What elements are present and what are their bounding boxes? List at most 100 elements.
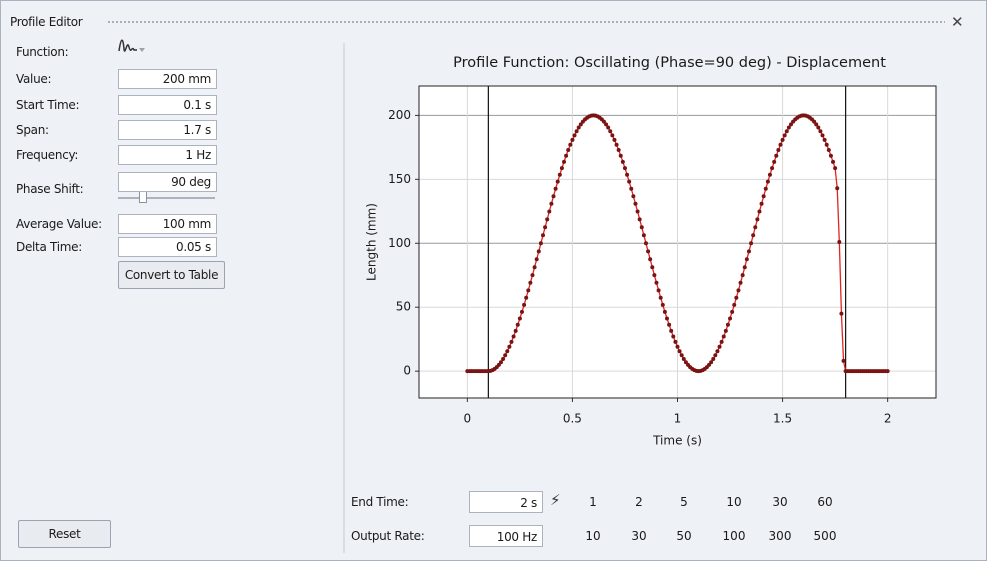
data-point xyxy=(767,172,772,177)
data-point xyxy=(776,148,781,153)
data-point xyxy=(648,257,653,262)
data-point xyxy=(507,344,512,349)
data-point xyxy=(528,280,533,285)
data-point xyxy=(780,137,785,142)
end-time-option[interactable]: 1 xyxy=(589,495,597,509)
data-point xyxy=(631,194,636,199)
data-point xyxy=(576,125,581,130)
output-rate-option[interactable]: 500 xyxy=(813,529,837,543)
data-point xyxy=(683,360,688,365)
data-point xyxy=(814,122,819,127)
field-label: Span: xyxy=(16,123,49,137)
field-label: Frequency: xyxy=(16,148,79,162)
data-point xyxy=(498,360,503,365)
data-point xyxy=(637,217,642,222)
data-point xyxy=(511,334,516,339)
data-point xyxy=(734,295,739,300)
data-point xyxy=(517,316,522,321)
data-point xyxy=(627,179,632,184)
x-tick-label: 1.5 xyxy=(773,412,792,426)
data-point xyxy=(606,125,611,130)
end-time-input[interactable]: 2 s xyxy=(469,491,543,513)
data-point xyxy=(719,339,724,344)
data-point xyxy=(526,288,531,293)
phase-slider-thumb[interactable] xyxy=(139,191,147,203)
field-input[interactable]: 200 mm xyxy=(118,69,217,89)
function-icon[interactable] xyxy=(118,39,150,57)
y-tick-label: 50 xyxy=(396,300,411,314)
data-point xyxy=(547,209,552,214)
data-point xyxy=(717,344,722,349)
data-point xyxy=(732,302,737,307)
field-input[interactable]: 1.7 s xyxy=(118,120,217,140)
output-rate-input[interactable]: 100 Hz xyxy=(469,525,543,547)
output-rate-option[interactable]: 50 xyxy=(676,529,692,543)
lightning-icon[interactable]: ⚡ xyxy=(550,491,561,509)
data-point xyxy=(664,316,669,321)
data-point xyxy=(656,288,661,293)
data-point xyxy=(652,273,657,278)
data-point xyxy=(736,288,741,293)
data-point xyxy=(522,302,527,307)
data-point xyxy=(536,249,541,254)
data-point xyxy=(625,172,630,177)
output-rate-option[interactable]: 10 xyxy=(585,529,601,543)
data-point xyxy=(774,153,779,158)
y-tick-label: 0 xyxy=(403,364,411,378)
end-time-option[interactable]: 10 xyxy=(726,495,742,509)
end-time-option[interactable]: 60 xyxy=(817,495,833,509)
data-point xyxy=(601,119,606,124)
data-point xyxy=(770,166,775,171)
field-input[interactable]: 90 deg xyxy=(118,172,217,192)
data-point xyxy=(562,159,567,164)
data-point xyxy=(524,295,529,300)
data-point xyxy=(658,295,663,300)
data-point xyxy=(566,148,571,153)
data-point xyxy=(608,129,613,134)
data-point xyxy=(772,159,777,164)
chart-title: Profile Function: Oscillating (Phase=90 … xyxy=(453,55,886,71)
data-point xyxy=(564,153,569,158)
reset-button[interactable]: Reset xyxy=(18,520,111,548)
data-point xyxy=(540,233,545,238)
data-point xyxy=(604,122,609,127)
data-point xyxy=(620,159,625,164)
data-point xyxy=(570,137,575,142)
data-point xyxy=(549,201,554,206)
data-point xyxy=(820,133,825,138)
field-input[interactable]: 0.05 s xyxy=(118,237,217,257)
field-input[interactable]: 100 mm xyxy=(118,214,217,234)
data-point xyxy=(650,265,655,270)
data-point xyxy=(662,309,667,314)
data-point xyxy=(782,133,787,138)
output-rate-option[interactable]: 30 xyxy=(631,529,647,543)
end-time-label: End Time: xyxy=(351,495,409,509)
close-button[interactable]: ✕ xyxy=(951,13,964,31)
data-point xyxy=(578,122,583,127)
output-rate-option[interactable]: 100 xyxy=(722,529,746,543)
data-point xyxy=(496,362,501,367)
field-label: Value: xyxy=(16,72,52,86)
data-point xyxy=(677,349,682,354)
phase-slider-track[interactable] xyxy=(118,197,215,199)
data-point xyxy=(669,328,674,333)
data-point xyxy=(616,148,621,153)
end-time-option[interactable]: 30 xyxy=(772,495,788,509)
end-time-option[interactable]: 5 xyxy=(680,495,688,509)
field-input[interactable]: 0.1 s xyxy=(118,95,217,115)
field-input[interactable]: 1 Hz xyxy=(118,145,217,165)
data-point xyxy=(681,357,686,361)
convert-button[interactable]: Convert to Table xyxy=(118,261,225,289)
output-rate-option[interactable]: 300 xyxy=(768,529,792,543)
data-point xyxy=(673,339,678,344)
field-label: Delta Time: xyxy=(16,240,82,254)
data-point xyxy=(713,353,718,358)
data-point xyxy=(822,137,827,142)
data-point xyxy=(788,122,793,127)
y-tick-label: 200 xyxy=(388,108,411,122)
data-point xyxy=(667,322,672,327)
y-tick-label: 100 xyxy=(388,236,411,250)
end-time-option[interactable]: 2 xyxy=(635,495,643,509)
data-point xyxy=(530,273,535,278)
